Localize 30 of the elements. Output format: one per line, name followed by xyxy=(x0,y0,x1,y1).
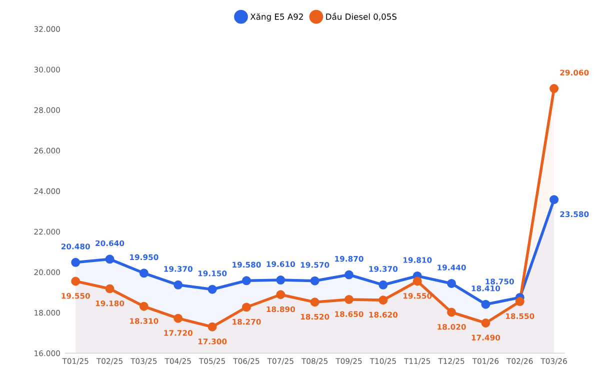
point xyxy=(242,276,251,286)
point xyxy=(481,300,490,309)
point xyxy=(412,276,422,286)
point xyxy=(378,280,388,290)
point xyxy=(447,278,456,288)
point xyxy=(550,84,559,94)
point xyxy=(310,276,320,286)
point xyxy=(344,294,354,304)
point xyxy=(310,298,320,307)
point xyxy=(71,276,80,286)
point xyxy=(105,284,114,294)
point xyxy=(71,258,80,267)
point xyxy=(139,302,148,311)
point xyxy=(208,322,217,332)
legend-label: Xăng E5 A92 xyxy=(250,13,303,22)
point xyxy=(481,318,490,328)
point xyxy=(105,254,114,264)
point xyxy=(174,314,183,323)
point xyxy=(515,297,524,306)
point xyxy=(276,276,286,285)
point xyxy=(208,284,217,294)
point xyxy=(139,268,148,278)
legend-label: Dầu Diesel 0,05S xyxy=(326,12,397,21)
point xyxy=(550,195,559,204)
point xyxy=(447,308,456,317)
point xyxy=(378,296,388,305)
point xyxy=(174,280,183,290)
point xyxy=(242,302,251,312)
point xyxy=(344,270,354,280)
point xyxy=(276,290,286,300)
